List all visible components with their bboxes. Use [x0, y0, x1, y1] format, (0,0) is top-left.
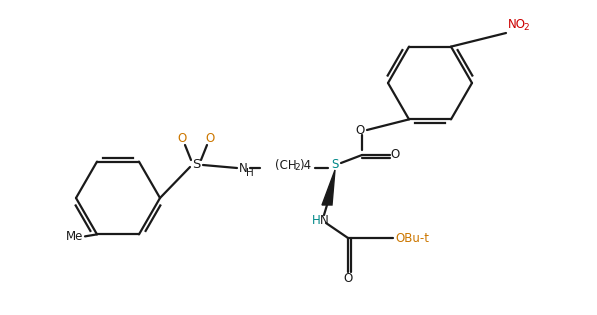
Text: )4: )4 [299, 158, 311, 171]
Polygon shape [322, 170, 335, 205]
Text: NO: NO [508, 19, 526, 32]
Text: 2: 2 [523, 24, 528, 32]
Text: O: O [390, 148, 399, 162]
Text: H: H [246, 168, 254, 178]
Text: 2: 2 [294, 163, 300, 173]
Text: S: S [331, 158, 338, 171]
Text: O: O [355, 123, 365, 136]
Text: N: N [319, 214, 328, 226]
Text: S: S [192, 158, 200, 171]
Text: OBu-t: OBu-t [395, 232, 429, 244]
Text: O: O [177, 131, 187, 145]
Text: N: N [239, 162, 247, 175]
Text: Me: Me [66, 230, 84, 243]
Text: O: O [343, 272, 353, 284]
Text: H: H [312, 214, 321, 226]
Text: O: O [205, 131, 215, 145]
Text: (CH: (CH [275, 158, 297, 171]
